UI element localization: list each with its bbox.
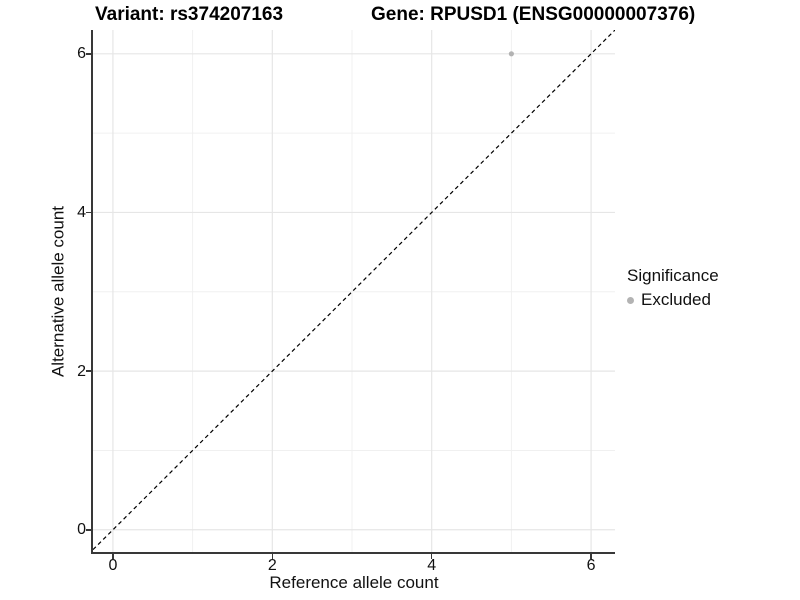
x-tick-mark	[430, 554, 433, 559]
plot-title-variant: Variant: rs374207163	[95, 4, 284, 25]
y-tick-mark	[86, 529, 91, 531]
x-tick-mark	[112, 554, 114, 559]
legend-title: Significance	[627, 266, 719, 285]
legend-point-icon	[627, 296, 634, 304]
x-tick-label: 4	[427, 557, 437, 574]
y-tick-label: 2	[77, 362, 86, 380]
y-tick-label: 4	[77, 203, 86, 221]
y-tick-mark	[86, 370, 91, 372]
scatter-plot-area	[93, 30, 615, 552]
legend-item-label: Excluded	[641, 290, 711, 309]
x-axis-title: Reference allele count	[269, 573, 439, 592]
x-tick-label: 2	[267, 557, 277, 574]
legend-item-excluded: Excluded	[627, 290, 719, 310]
y-tick-mark	[86, 211, 91, 214]
y-tick-label: 0	[77, 521, 86, 539]
plot-panel	[93, 30, 615, 552]
legend: Significance Excluded	[627, 266, 719, 310]
plot-title-gene: Gene: RPUSD1 (ENSG00000007376)	[371, 4, 696, 25]
identity-reference-line	[93, 30, 615, 551]
y-axis-line	[91, 30, 93, 554]
x-tick-mark	[271, 554, 274, 559]
x-tick-mark	[590, 554, 592, 559]
x-axis-line	[91, 552, 615, 554]
y-axis-title: Alternative allele count	[48, 205, 68, 378]
y-tick-label: 6	[77, 45, 86, 63]
x-tick-label: 0	[108, 557, 118, 574]
data-point-excluded	[508, 51, 514, 57]
y-tick-mark	[86, 53, 91, 55]
x-tick-label: 6	[586, 557, 596, 574]
